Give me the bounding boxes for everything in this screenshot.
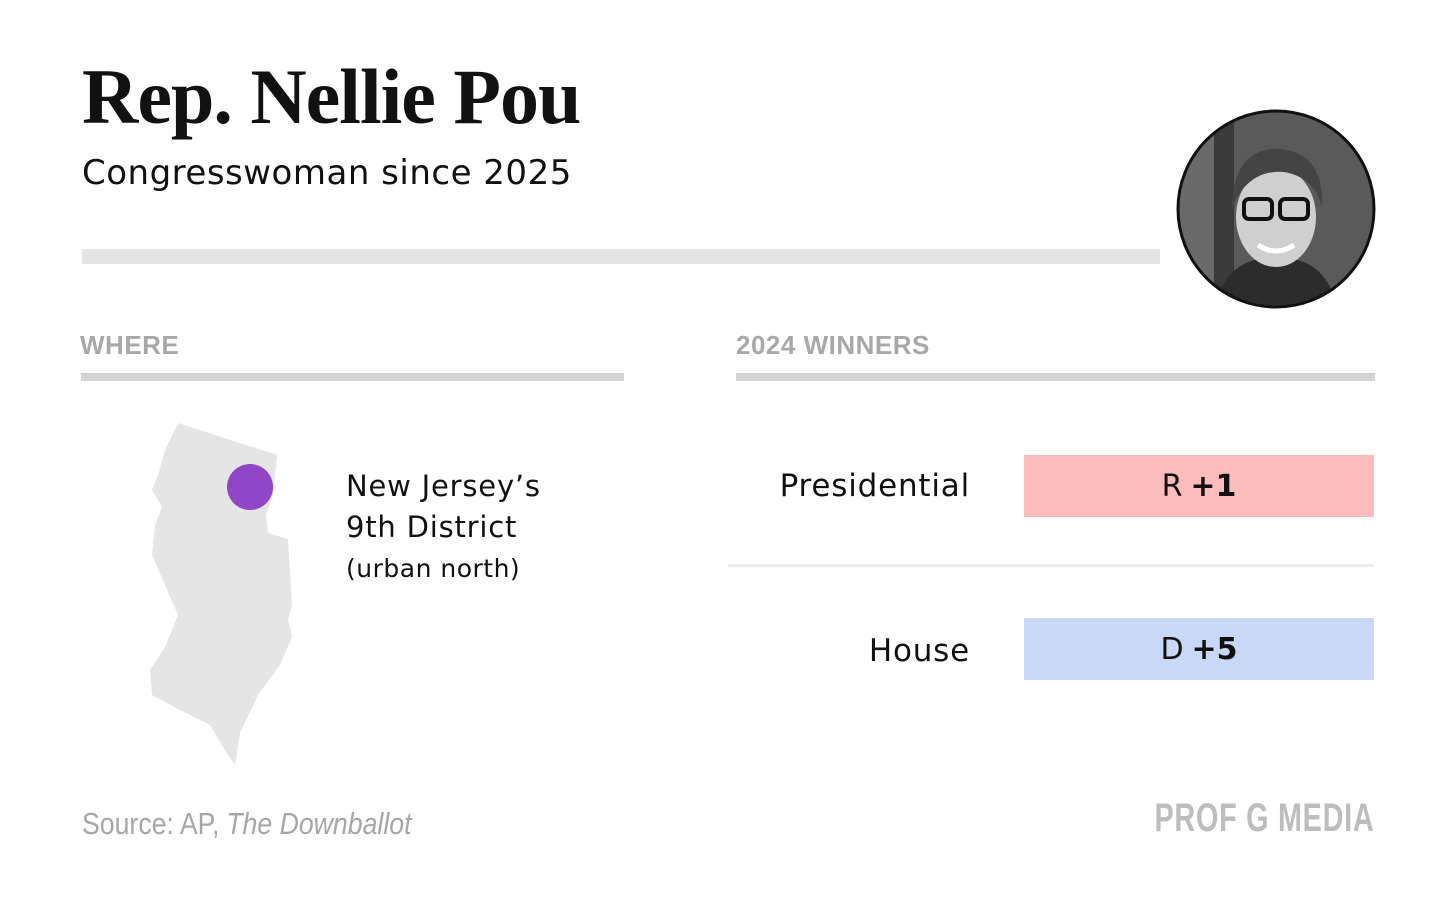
rule xyxy=(81,373,624,381)
separator xyxy=(728,564,1374,567)
district: 9th District xyxy=(346,510,518,544)
margin: +1 xyxy=(1190,468,1237,504)
source: Source: AP, The Downballot xyxy=(82,806,411,842)
source-title: The Downballot xyxy=(226,806,412,841)
where-heading: WHERE xyxy=(80,330,180,360)
result-bar: R +1 xyxy=(1024,455,1374,517)
row-label: House xyxy=(868,633,970,669)
party: D xyxy=(1160,631,1184,667)
rule xyxy=(736,373,1375,381)
source-prefix: Source: AP, xyxy=(82,806,220,841)
margin: +5 xyxy=(1191,631,1238,667)
party: R xyxy=(1161,468,1183,504)
state-map xyxy=(150,423,292,765)
district: New Jersey’s xyxy=(346,469,541,503)
result-bar: D +5 xyxy=(1024,618,1374,680)
portrait xyxy=(1176,109,1376,309)
brand: PROF G MEDIA xyxy=(1154,796,1374,840)
row-label: Presidential xyxy=(779,468,970,504)
winners-heading: 2024 WINNERS xyxy=(736,330,930,360)
subtitle: Congresswoman since 2025 xyxy=(82,153,572,193)
divider xyxy=(82,249,1160,264)
district-note: (urban north) xyxy=(346,554,521,583)
title: Rep. Nellie Pou xyxy=(82,53,581,140)
